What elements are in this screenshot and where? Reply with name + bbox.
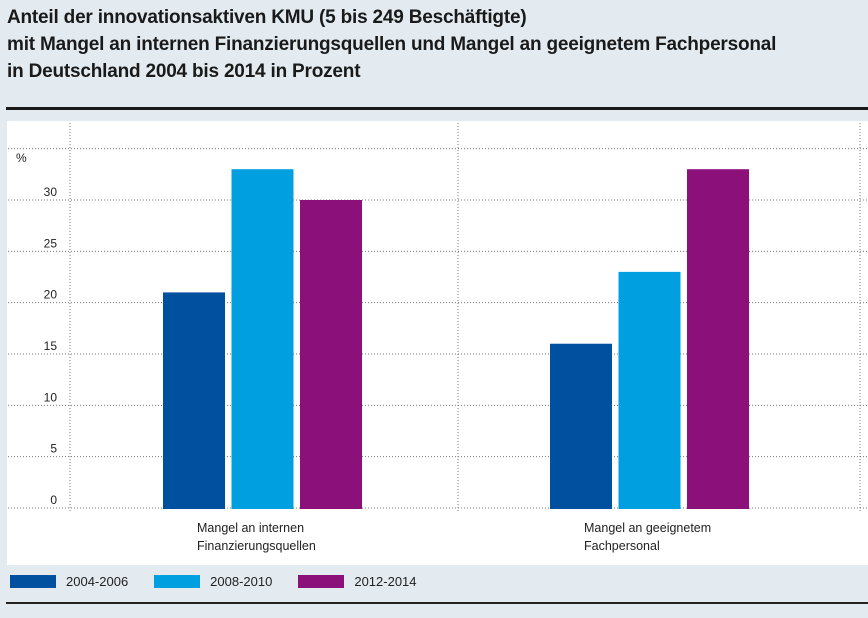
y-tick-label: 25 xyxy=(44,236,58,250)
x-category-label: Mangel an geeignetem xyxy=(584,521,711,535)
y-tick-label: 5 xyxy=(50,442,57,456)
title-line-3: in Deutschland 2004 bis 2014 in Prozent xyxy=(7,61,361,82)
bar-2008-2010-1 xyxy=(618,271,681,509)
chart-title: Anteil der innovationsaktiven KMU (5 bis… xyxy=(7,4,776,85)
legend-swatch xyxy=(10,575,56,588)
legend-swatch xyxy=(154,575,201,588)
y-tick-label: 15 xyxy=(44,339,58,353)
y-axis-label: % xyxy=(16,151,27,165)
x-category-label: Fachpersonal xyxy=(584,539,660,553)
bar-2008-2010-0 xyxy=(231,169,294,509)
y-tick-label: 10 xyxy=(44,390,58,404)
bar-2012-2014-1 xyxy=(687,169,749,509)
legend-label: 2008-2010 xyxy=(210,574,273,589)
legend-item: 2008-2010 xyxy=(154,574,272,589)
bottom-rule xyxy=(6,602,868,604)
y-tick-label: 20 xyxy=(44,288,58,302)
bar-2004-2006-0 xyxy=(163,292,225,509)
title-line-2: mit Mangel an internen Finanzierungsquel… xyxy=(7,34,777,55)
legend-label: 2004-2006 xyxy=(66,574,129,589)
title-line-1: Anteil der innovationsaktiven KMU (5 bis… xyxy=(7,7,527,28)
legend-item: 2004-2006 xyxy=(10,574,128,589)
legend-label: 2012-2014 xyxy=(354,574,417,589)
legend-swatch xyxy=(298,575,345,588)
x-category-label: Finanzierungsquellen xyxy=(197,539,316,553)
y-tick-label: 0 xyxy=(50,493,57,507)
y-tick-label: 30 xyxy=(44,185,58,199)
top-rule xyxy=(6,107,868,110)
bar-2004-2006-1 xyxy=(550,343,612,509)
x-category-label: Mangel an internen xyxy=(197,521,304,535)
legend: 2004-2006 2008-2010 2012-2014 xyxy=(10,574,443,589)
legend-item: 2012-2014 xyxy=(298,574,417,589)
bar-2012-2014-0 xyxy=(300,200,362,509)
